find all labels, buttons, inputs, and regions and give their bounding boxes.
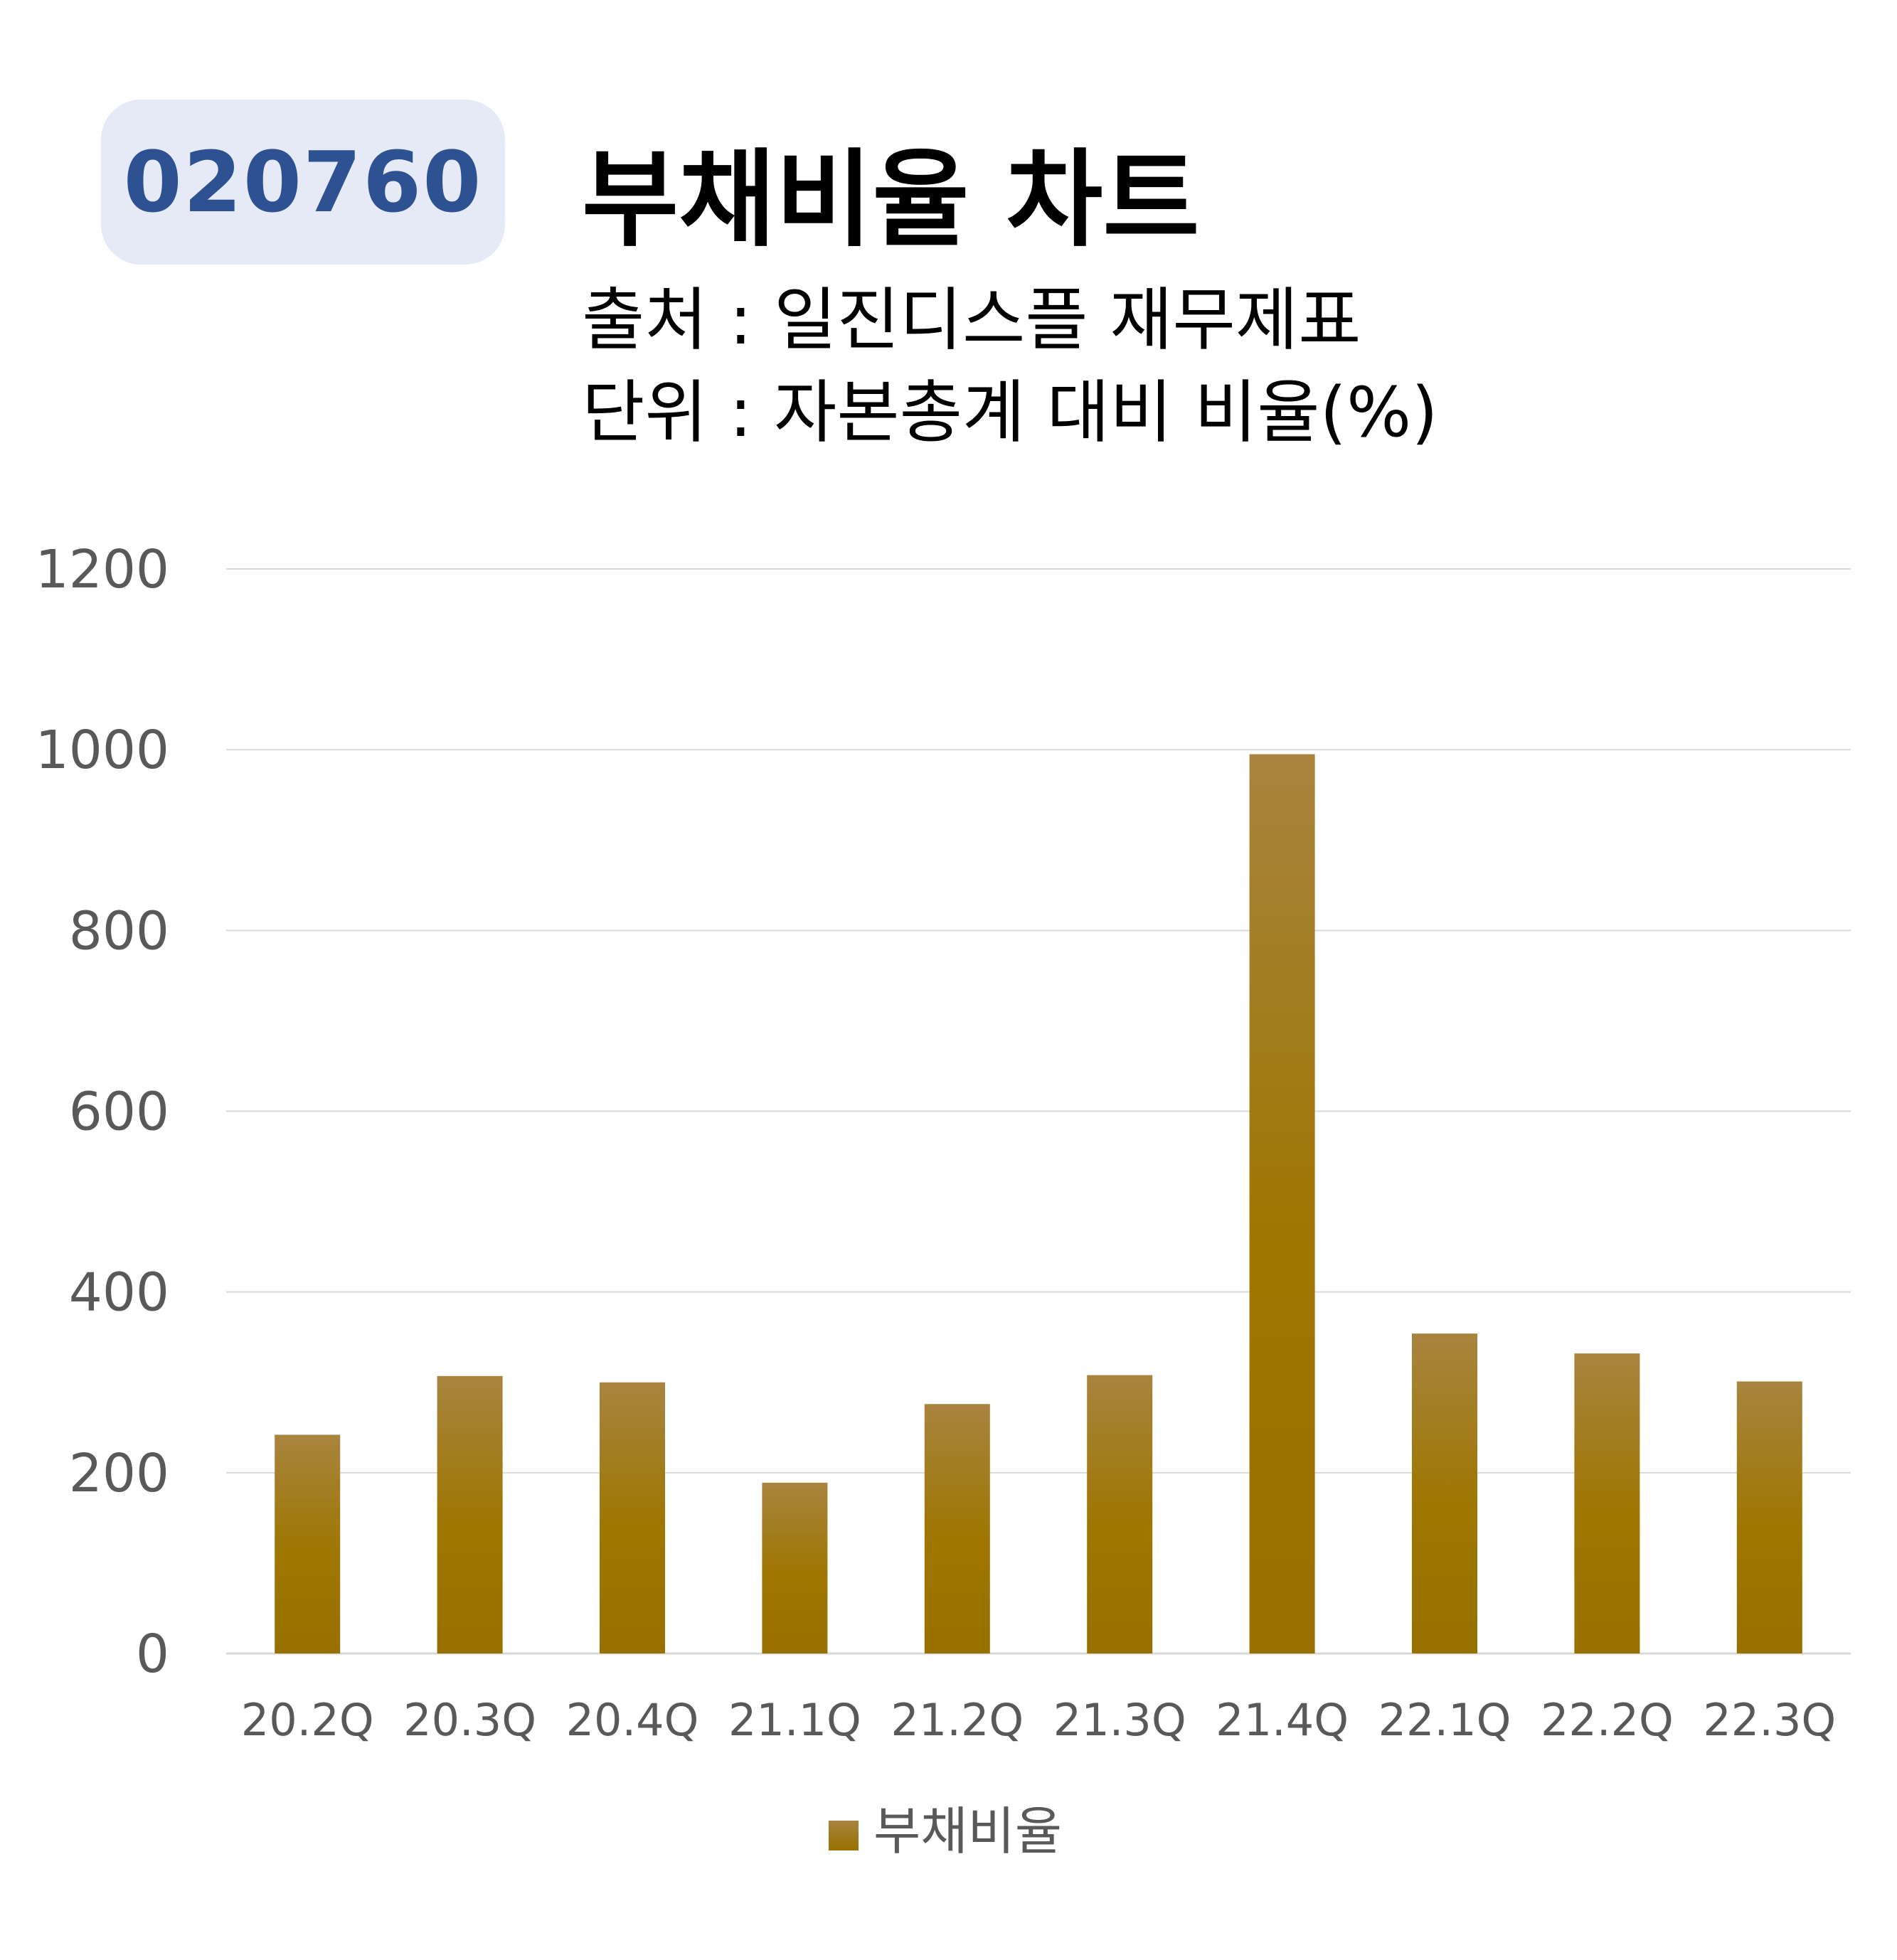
legend: 부채비율 — [829, 1801, 1062, 1861]
bar — [924, 1404, 990, 1653]
bars — [275, 754, 1802, 1653]
y-tick-label: 200 — [69, 1443, 169, 1504]
bar — [1412, 1333, 1477, 1653]
y-axis-ticks: 0 200 400 600 800 1000 1200 — [36, 539, 169, 1685]
bar — [437, 1375, 503, 1653]
chart-title: 부채비율 차트 — [582, 139, 1200, 261]
x-tick-label: 21.1Q — [728, 1694, 861, 1746]
bar — [1087, 1375, 1153, 1653]
x-axis-ticks: 20.2Q 20.3Q 20.4Q 21.1Q 21.2Q 21.3Q 21.4Q 22.1Q… — [241, 1694, 1836, 1746]
bar — [762, 1482, 828, 1653]
unit-line: 단위 : 자본총계 대비 비율(%) — [582, 373, 1438, 452]
x-tick-label: 22.1Q — [1378, 1694, 1511, 1746]
y-tick-label: 400 — [69, 1262, 169, 1323]
bar — [1736, 1381, 1802, 1653]
y-tick-label: 1000 — [36, 720, 169, 781]
y-tick-label: 800 — [69, 900, 169, 962]
x-tick-label: 21.3Q — [1053, 1694, 1186, 1746]
y-tick-label: 1200 — [36, 539, 169, 600]
x-tick-label: 20.3Q — [403, 1694, 536, 1746]
x-tick-label: 22.2Q — [1541, 1694, 1674, 1746]
legend-swatch — [829, 1821, 859, 1850]
x-tick-label: 21.4Q — [1216, 1694, 1349, 1746]
bar — [275, 1434, 341, 1653]
ticker-badge: 020760 — [101, 100, 505, 265]
ticker-code: 020760 — [123, 133, 483, 231]
bar — [600, 1382, 665, 1653]
legend-label: 부채비율 — [873, 1801, 1062, 1861]
bar — [1574, 1353, 1640, 1653]
x-tick-label: 20.4Q — [566, 1694, 699, 1746]
y-tick-label: 0 — [136, 1624, 169, 1685]
x-tick-label: 22.3Q — [1703, 1694, 1836, 1746]
x-tick-label: 21.2Q — [891, 1694, 1024, 1746]
y-tick-label: 600 — [69, 1082, 169, 1143]
bar — [1249, 754, 1315, 1653]
source-line: 출처 : 일진디스플 재무제표 — [582, 280, 1361, 360]
x-tick-label: 20.2Q — [241, 1694, 374, 1746]
